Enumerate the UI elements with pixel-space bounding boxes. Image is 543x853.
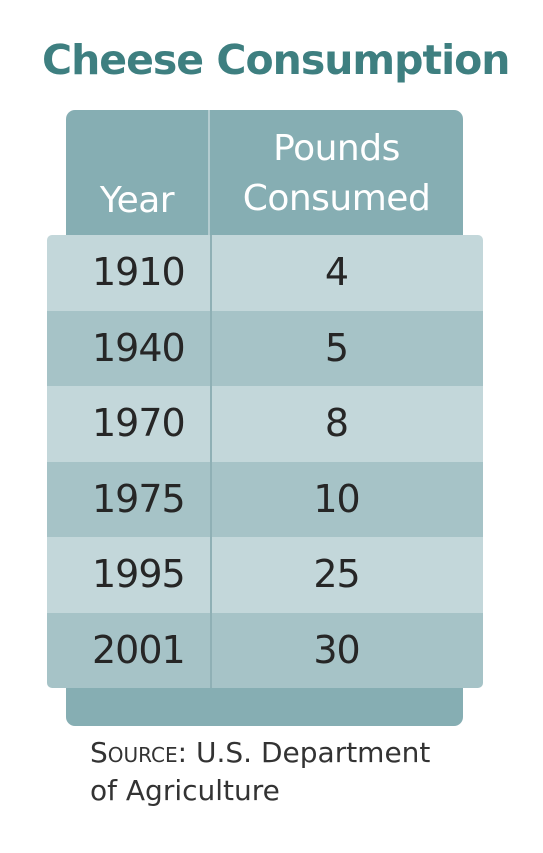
table-row: 2001 30 xyxy=(47,612,483,688)
pounds-cell: 5 xyxy=(324,325,349,370)
column-header-year: Year xyxy=(66,176,208,226)
source-note: Source: U.S. Department of Agriculture xyxy=(90,734,430,810)
pounds-cell: 10 xyxy=(313,476,360,521)
year-cell: 1940 xyxy=(92,325,186,370)
table-row: 1940 5 xyxy=(47,310,483,386)
pounds-cell: 8 xyxy=(324,401,349,445)
table-row: 1910 4 xyxy=(47,235,483,311)
header-divider xyxy=(208,110,210,235)
pounds-cell: 4 xyxy=(324,250,349,294)
column-header-pounds: Pounds Consumed xyxy=(210,124,463,224)
table-row: 1995 25 xyxy=(47,537,483,613)
body-divider xyxy=(210,235,212,688)
pounds-cell: 30 xyxy=(313,627,360,672)
source-line-2: of Agriculture xyxy=(90,774,280,807)
year-cell: 1910 xyxy=(92,250,186,294)
table-body: 1910 4 1940 5 1970 8 1975 10 1995 25 200… xyxy=(47,235,483,688)
column-header-pounds-line-1: Pounds xyxy=(273,128,400,169)
pounds-cell: 25 xyxy=(313,552,360,596)
page-title: Cheese Consumption xyxy=(42,36,510,84)
table-row: 1970 8 xyxy=(47,386,483,462)
source-label: Source: xyxy=(90,736,188,769)
table-row: 1975 10 xyxy=(47,461,483,537)
year-cell: 1995 xyxy=(92,552,186,596)
year-cell: 1970 xyxy=(92,401,186,445)
year-cell: 1975 xyxy=(92,476,186,521)
source-line-1: U.S. Department xyxy=(196,736,431,769)
column-header-pounds-line-2: Consumed xyxy=(242,178,431,219)
column-header-year-line-1: Year xyxy=(99,180,175,221)
year-cell: 2001 xyxy=(92,627,186,672)
